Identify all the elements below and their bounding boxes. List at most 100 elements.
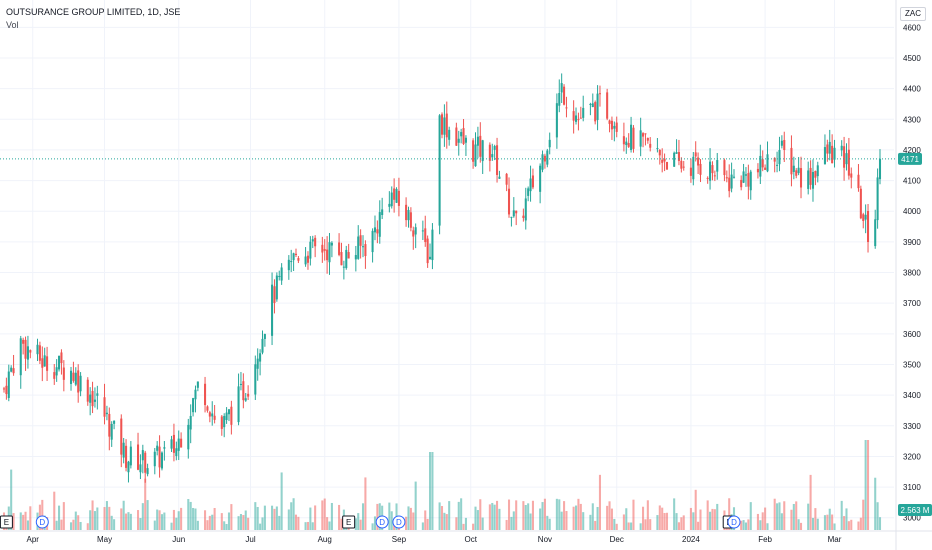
candle xyxy=(594,100,597,125)
candle xyxy=(481,139,484,174)
candle xyxy=(153,447,156,475)
volume-bar xyxy=(857,521,860,530)
earnings-marker[interactable]: E xyxy=(0,515,13,529)
volume-bar xyxy=(10,469,13,530)
volume-bar xyxy=(742,520,745,530)
candle xyxy=(196,381,199,392)
volume-bar xyxy=(407,506,410,530)
volume-bar xyxy=(230,504,233,530)
candle xyxy=(180,432,183,448)
volume-label: Vol xyxy=(6,20,19,30)
candle xyxy=(287,255,290,280)
dividend-marker[interactable]: D xyxy=(727,515,741,529)
candle xyxy=(247,385,250,400)
volume-bar xyxy=(206,520,209,530)
volume-bar xyxy=(831,514,834,530)
volume-bar xyxy=(555,498,558,530)
candle xyxy=(448,126,451,146)
candle xyxy=(373,215,377,241)
candle xyxy=(429,243,432,260)
candle xyxy=(357,225,360,260)
dividend-marker[interactable]: D xyxy=(375,515,389,529)
event-markers[interactable]: EDEDDED xyxy=(0,515,741,529)
candle xyxy=(261,330,264,355)
candle xyxy=(280,263,283,285)
candle xyxy=(474,132,477,167)
candle xyxy=(680,157,683,173)
dividend-marker[interactable]: D xyxy=(35,515,49,529)
volume-bar xyxy=(507,499,511,530)
candle xyxy=(677,139,680,166)
volume-bar xyxy=(776,503,779,530)
volume-bar xyxy=(357,513,360,530)
volume-bar xyxy=(297,516,300,530)
candle xyxy=(206,405,209,413)
candle xyxy=(850,167,853,189)
candle xyxy=(359,229,362,259)
price-tick-label: 3800 xyxy=(903,269,921,278)
candle xyxy=(809,160,812,190)
volume-bar xyxy=(108,506,111,530)
candle xyxy=(493,144,496,161)
candle xyxy=(122,437,125,464)
volume-bar xyxy=(563,501,566,530)
candle xyxy=(510,216,513,227)
volume-bar xyxy=(455,517,458,530)
volume-bar xyxy=(579,503,582,530)
time-tick-label: Nov xyxy=(538,535,552,544)
volume-bar xyxy=(481,517,484,530)
candle xyxy=(598,85,601,107)
volume-bar xyxy=(591,503,594,530)
candle xyxy=(876,168,879,229)
volume-bar xyxy=(799,522,803,530)
candle xyxy=(689,158,692,183)
price-tick-label: 4200 xyxy=(903,146,921,155)
volume-bar xyxy=(677,522,680,530)
volume-bar xyxy=(93,511,96,530)
volume-bar xyxy=(405,516,408,530)
candle xyxy=(591,93,594,108)
dividend-marker[interactable]: D xyxy=(392,515,406,529)
candle xyxy=(137,432,140,471)
volume-bar xyxy=(713,509,716,530)
time-tick-label: 2024 xyxy=(682,535,700,544)
volume-bar xyxy=(529,513,532,530)
volume-bar xyxy=(137,510,140,530)
volume-bar xyxy=(237,516,240,530)
candle xyxy=(204,376,207,413)
candle xyxy=(656,138,659,153)
candle xyxy=(723,158,726,182)
earnings-marker[interactable]: E xyxy=(342,515,356,529)
candle xyxy=(546,148,549,168)
candle xyxy=(110,421,113,447)
volume-bar xyxy=(594,520,597,530)
volume-bar xyxy=(146,500,149,530)
volume-bar xyxy=(728,498,731,530)
candle xyxy=(405,197,408,227)
candle xyxy=(93,387,96,408)
candle xyxy=(177,430,180,461)
volume-bar xyxy=(510,516,513,530)
candle xyxy=(744,167,747,187)
svg-text:D: D xyxy=(379,518,385,527)
volume-bar xyxy=(766,523,769,530)
volume-bar xyxy=(55,520,58,530)
price-tick-label: 3300 xyxy=(903,422,921,431)
candle xyxy=(464,135,467,157)
volume-bar xyxy=(622,514,625,530)
volume-bar xyxy=(780,513,783,530)
candle xyxy=(146,463,149,477)
candle xyxy=(491,143,494,161)
candles xyxy=(2,73,882,483)
volume-bar xyxy=(287,509,290,530)
volume-bar xyxy=(807,503,810,530)
price-tick-label: 4500 xyxy=(903,54,921,63)
currency-button[interactable]: ZAC xyxy=(900,7,926,21)
candle xyxy=(756,163,759,179)
volume-bar xyxy=(632,499,635,530)
volume-bar xyxy=(323,498,326,530)
volume-bar xyxy=(876,502,879,530)
candle xyxy=(125,439,128,472)
